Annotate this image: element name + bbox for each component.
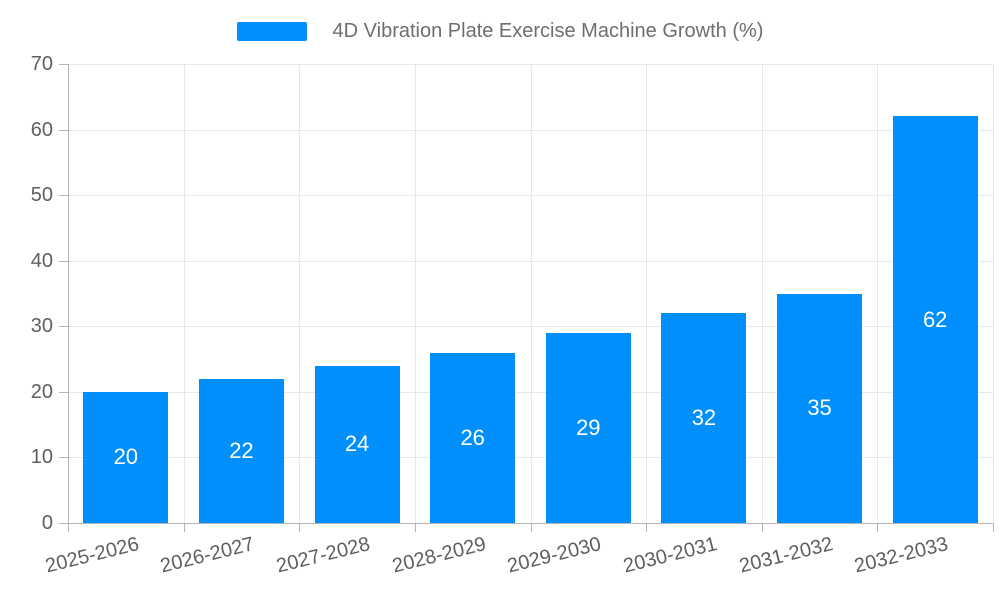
y-axis-tick [59, 326, 68, 328]
bar-value-label: 22 [229, 437, 254, 463]
legend-swatch-icon [236, 22, 307, 41]
y-axis-tick-label: 50 [30, 184, 53, 207]
y-axis-tick [59, 391, 68, 393]
bar-value-label: 24 [344, 431, 370, 457]
bar-2029-2030[interactable]: 29 [545, 332, 631, 523]
legend-label: 4D Vibration Plate Exercise Machine Grow… [332, 20, 764, 42]
y-axis-tick-label: 30 [30, 315, 53, 338]
x-axis-tick [299, 523, 301, 532]
bar-value-label: 32 [691, 405, 717, 431]
y-axis-line [68, 64, 69, 523]
bar-value-label: 29 [576, 414, 601, 440]
y-axis-tick-label: 0 [41, 512, 53, 534]
bar-2030-2031[interactable]: 32 [661, 313, 747, 523]
x-axis-tick [646, 523, 648, 532]
x-gridline [761, 64, 763, 523]
bar-value-label: 62 [922, 306, 948, 332]
x-gridline [414, 64, 416, 523]
bar-2027-2028[interactable]: 24 [314, 365, 400, 523]
x-gridline [877, 64, 879, 523]
x-axis-tick [877, 523, 879, 532]
x-gridline [530, 64, 532, 523]
y-axis-tick [59, 195, 68, 197]
bar-2031-2032[interactable]: 35 [777, 293, 863, 523]
y-axis-tick [59, 64, 68, 65]
bar-value-label: 26 [460, 424, 485, 450]
x-gridline [646, 64, 648, 523]
bar-2026-2027[interactable]: 22 [198, 378, 284, 523]
bar-2028-2029[interactable]: 26 [430, 352, 516, 523]
y-axis-tick [59, 129, 68, 131]
y-axis-tick [59, 523, 68, 524]
x-axis-tick [993, 523, 994, 532]
x-gridline [993, 64, 994, 523]
bar-2032-2033[interactable]: 62 [892, 116, 978, 523]
x-axis-tick [68, 523, 69, 532]
x-gridline [299, 64, 301, 523]
y-axis-tick-label: 60 [30, 118, 53, 141]
bar-2025-2026[interactable]: 20 [83, 391, 169, 523]
x-axis-line [68, 523, 993, 524]
x-axis-tick [183, 523, 185, 532]
x-gridline [183, 64, 185, 523]
x-axis-tick [530, 523, 532, 532]
bar-value-label: 35 [807, 395, 832, 421]
y-axis-tick-label: 70 [30, 53, 53, 75]
bar-value-label: 20 [113, 444, 139, 470]
y-axis-tick [59, 457, 68, 459]
y-axis-tick [59, 260, 68, 262]
y-axis-tick-label: 40 [30, 249, 53, 272]
y-axis-tick-label: 20 [30, 380, 53, 403]
chart-legend[interactable]: 4D Vibration Plate Exercise Machine Grow… [0, 20, 1000, 43]
x-axis-tick [761, 523, 763, 532]
x-axis-tick [414, 523, 416, 532]
y-axis-tick-label: 10 [30, 446, 53, 469]
